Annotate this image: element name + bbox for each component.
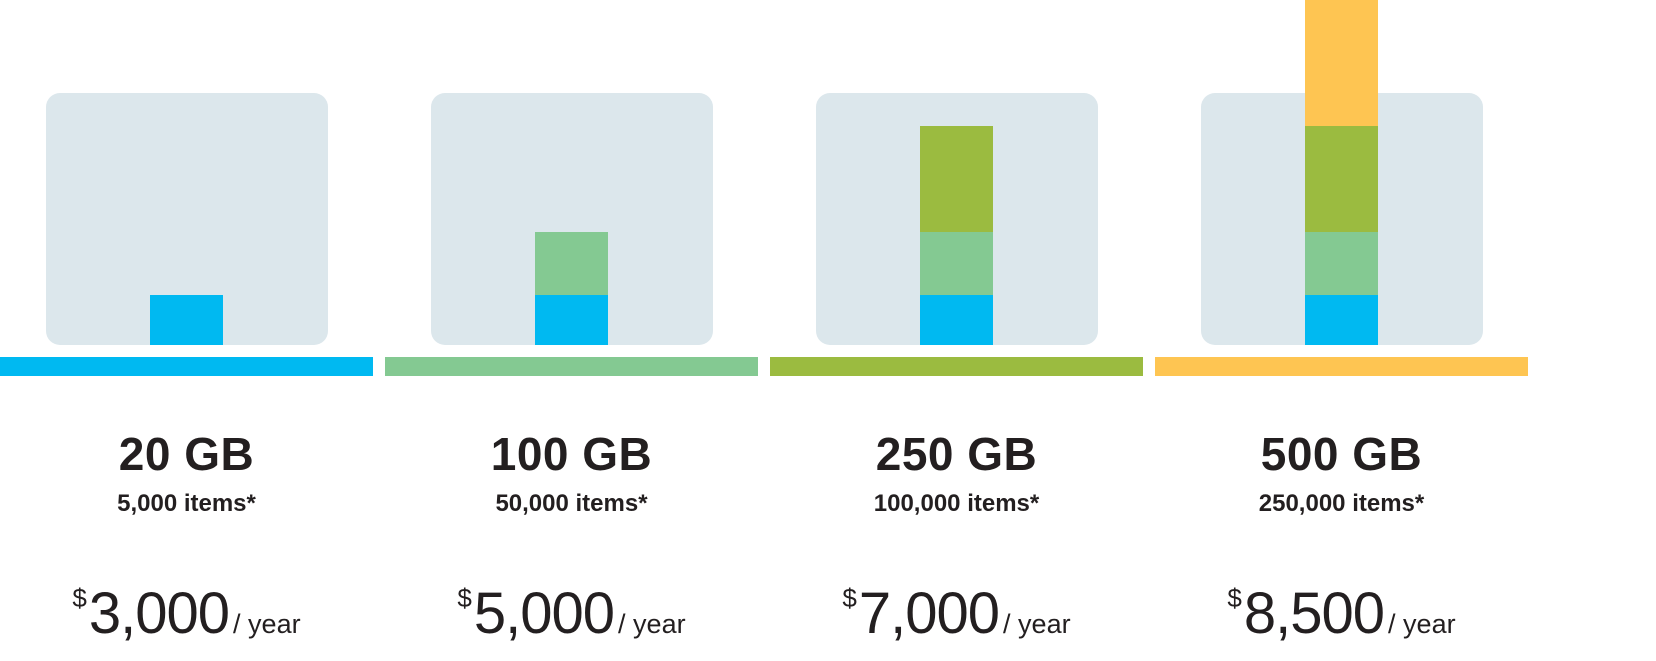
plan-price: $3,000/ year — [0, 566, 373, 661]
storage-segment-2 — [920, 232, 993, 295]
plan-card-100gb: 100 GB 50,000 items* $5,000/ year — [385, 0, 758, 646]
plan-card-250gb: 250 GB 100,000 items* $7,000/ year — [770, 0, 1143, 646]
storage-segment-3 — [920, 126, 993, 232]
currency-symbol: $ — [1227, 583, 1242, 613]
plan-storage: 20 GB — [118, 428, 255, 480]
plan-item-limit: 250,000 items* — [1258, 490, 1425, 517]
plan-price: $8,500/ year — [1155, 566, 1528, 661]
price-amount: 3,000 — [88, 581, 230, 646]
storage-segment-1 — [535, 295, 608, 345]
plan-color-bar — [0, 357, 373, 376]
plan-item-limit: 100,000 items* — [873, 490, 1040, 517]
plan-price: $5,000/ year — [385, 566, 758, 661]
storage-segment-2 — [535, 232, 608, 295]
plan-storage: 500 GB — [1260, 428, 1423, 480]
currency-symbol: $ — [72, 583, 87, 613]
price-amount: 7,000 — [858, 581, 1000, 646]
plan-color-bar — [1155, 357, 1528, 376]
price-amount: 8,500 — [1243, 581, 1385, 646]
plan-color-bar — [770, 357, 1143, 376]
storage-stack — [535, 232, 608, 345]
plan-storage: 250 GB — [875, 428, 1038, 480]
price-period: / year — [233, 609, 301, 639]
plan-item-limit: 5,000 items* — [117, 490, 256, 517]
storage-segment-1 — [150, 295, 223, 345]
currency-symbol: $ — [457, 583, 472, 613]
plan-color-bar — [385, 357, 758, 376]
storage-stack — [150, 295, 223, 345]
plan-card-20gb: 20 GB 5,000 items* $3,000/ year — [0, 0, 373, 646]
plan-storage: 100 GB — [490, 428, 653, 480]
currency-symbol: $ — [842, 583, 857, 613]
price-amount: 5,000 — [473, 581, 615, 646]
plan-item-limit: 50,000 items* — [495, 490, 648, 517]
storage-segment-3 — [1305, 126, 1378, 232]
plan-price: $7,000/ year — [770, 566, 1143, 661]
price-period: / year — [618, 609, 686, 639]
storage-stack — [920, 126, 993, 345]
price-period: / year — [1388, 609, 1456, 639]
price-period: / year — [1003, 609, 1071, 639]
storage-segment-1 — [920, 295, 993, 345]
plan-card-500gb: 500 GB 250,000 items* $8,500/ year — [1155, 0, 1528, 646]
storage-segment-4 — [1305, 0, 1378, 126]
storage-stack — [1305, 0, 1378, 345]
storage-segment-1 — [1305, 295, 1378, 345]
storage-segment-2 — [1305, 232, 1378, 295]
